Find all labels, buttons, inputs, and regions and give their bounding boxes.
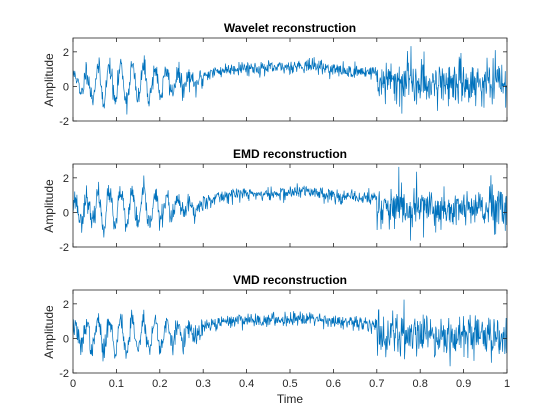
x-tick-label: 0.9 — [456, 378, 471, 390]
plot-area: 2 0 -2 — [59, 163, 508, 254]
subplot-wavelet: Wavelet reconstruction Amplitude 2 0 -2 — [42, 21, 508, 128]
series-line — [73, 299, 507, 367]
x-tick-label: 0.3 — [196, 378, 211, 390]
x-tick-label: 0.5 — [282, 378, 297, 390]
y-tick-label: 0 — [63, 81, 69, 93]
y-tick-label: 0 — [63, 333, 69, 345]
y-axis-label: Amplitude — [42, 179, 56, 233]
y-axis-label: Amplitude — [42, 305, 56, 359]
x-axis-label: Time — [277, 392, 304, 406]
y-tick-label: -2 — [59, 242, 69, 254]
y-tick-label: -2 — [59, 116, 69, 128]
series-line — [73, 46, 507, 115]
y-tick-label: 2 — [63, 47, 69, 59]
series-line — [73, 166, 507, 241]
y-tick-label: 2 — [63, 173, 69, 185]
plot-area: 2 0 -2 — [59, 37, 508, 128]
subplot-title: VMD reconstruction — [233, 273, 347, 287]
y-axis-label: Amplitude — [42, 53, 56, 107]
y-tick-label: 2 — [63, 299, 69, 311]
subplot-title: Wavelet reconstruction — [224, 21, 356, 35]
x-tick-label: 0 — [70, 378, 76, 390]
x-tick-label: 0.6 — [326, 378, 341, 390]
x-tick-label: 0.2 — [152, 378, 167, 390]
subplot-vmd: VMD reconstruction Amplitude Time 20-20 0… — [42, 273, 510, 406]
x-tick-label: 0.7 — [369, 378, 384, 390]
subplot-title: EMD reconstruction — [233, 147, 347, 161]
x-tick-label: 0.4 — [239, 378, 254, 390]
plot-area: 20-20 0.1 0.2 0.3 0.4 0.5 0.6 0.7 0.8 0.9 1 — [59, 289, 510, 390]
x-tick-label: 1 — [504, 378, 510, 390]
y-tick-label: 0 — [63, 207, 69, 219]
x-tick-label: 0.8 — [413, 378, 428, 390]
y-tick-label: -2 — [59, 368, 69, 380]
subplot-emd: EMD reconstruction Amplitude 2 0 -2 — [42, 147, 508, 254]
x-tick-label: 0.1 — [109, 378, 124, 390]
